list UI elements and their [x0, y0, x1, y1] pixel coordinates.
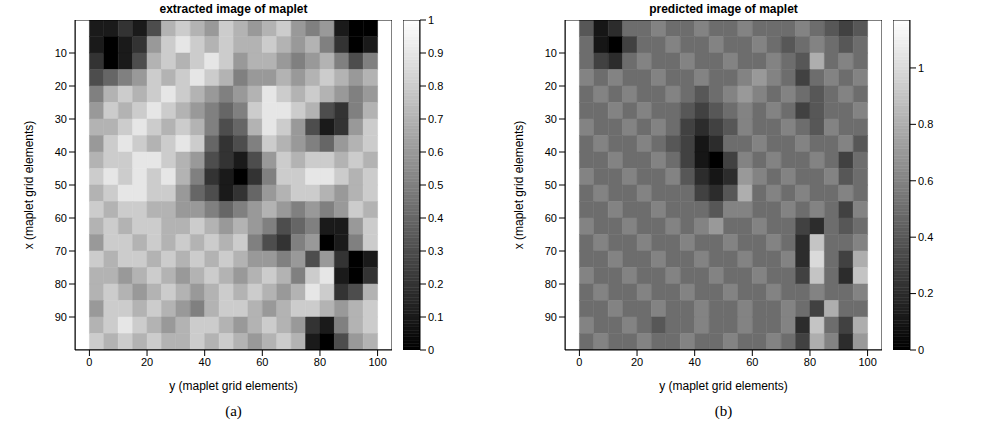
svg-text:60: 60: [55, 212, 67, 224]
svg-text:0.3: 0.3: [428, 245, 443, 257]
svg-text:50: 50: [545, 179, 557, 191]
html-text:predicted image of maplet: predicted image of maplet: [649, 2, 798, 16]
svg-text:70: 70: [545, 245, 557, 257]
svg-text:50: 50: [55, 179, 67, 191]
svg-text:0.8: 0.8: [428, 80, 443, 92]
svg-text:80: 80: [55, 278, 67, 290]
svg-text:30: 30: [55, 113, 67, 125]
svg-text:0.6: 0.6: [918, 175, 933, 187]
svg-text:y (maplet grid elements): y (maplet grid elements): [169, 379, 298, 393]
svg-text:1: 1: [918, 62, 924, 74]
svg-text:x (maplet grid elements): x (maplet grid elements): [512, 121, 526, 250]
svg-text:20: 20: [141, 356, 153, 368]
svg-text:10: 10: [545, 47, 557, 59]
svg-text:0.4: 0.4: [428, 212, 443, 224]
svg-text:0.8: 0.8: [918, 118, 933, 130]
svg-text:90: 90: [55, 311, 67, 323]
svg-text:20: 20: [631, 356, 643, 368]
svg-text:0.6: 0.6: [428, 146, 443, 158]
svg-text:90: 90: [545, 311, 557, 323]
svg-text:0: 0: [86, 356, 92, 368]
svg-text:0.4: 0.4: [918, 231, 933, 243]
html-text:(b): (b): [714, 403, 733, 419]
svg-text:70: 70: [55, 245, 67, 257]
svg-text:40: 40: [55, 146, 67, 158]
svg-text:40: 40: [199, 356, 211, 368]
svg-text:20: 20: [55, 80, 67, 92]
svg-text:80: 80: [314, 356, 326, 368]
svg-text:y (maplet grid elements): y (maplet grid elements): [659, 379, 788, 393]
svg-text:80: 80: [545, 278, 557, 290]
svg-text:x (maplet grid elements): x (maplet grid elements): [22, 121, 36, 250]
html-text:extracted image of maplet: extracted image of maplet: [159, 2, 308, 16]
svg-text:20: 20: [545, 80, 557, 92]
svg-text:0.5: 0.5: [428, 179, 443, 191]
svg-text:30: 30: [545, 113, 557, 125]
svg-text:100: 100: [858, 356, 876, 368]
svg-text:0.2: 0.2: [428, 278, 443, 290]
svg-text:0.9: 0.9: [428, 47, 443, 59]
svg-text:0: 0: [918, 344, 924, 356]
svg-text:60: 60: [746, 356, 758, 368]
svg-text:0: 0: [428, 344, 434, 356]
html-text:(a): (a): [225, 403, 242, 419]
svg-text:1: 1: [428, 14, 434, 26]
svg-text:80: 80: [804, 356, 816, 368]
svg-text:10: 10: [55, 47, 67, 59]
svg-text:40: 40: [545, 146, 557, 158]
svg-text:0.1: 0.1: [428, 311, 443, 323]
svg-text:60: 60: [256, 356, 268, 368]
svg-text:60: 60: [545, 212, 557, 224]
svg-text:0: 0: [576, 356, 582, 368]
svg-text:100: 100: [368, 356, 386, 368]
svg-text:0.7: 0.7: [428, 113, 443, 125]
svg-text:0.2: 0.2: [918, 287, 933, 299]
svg-text:40: 40: [689, 356, 701, 368]
